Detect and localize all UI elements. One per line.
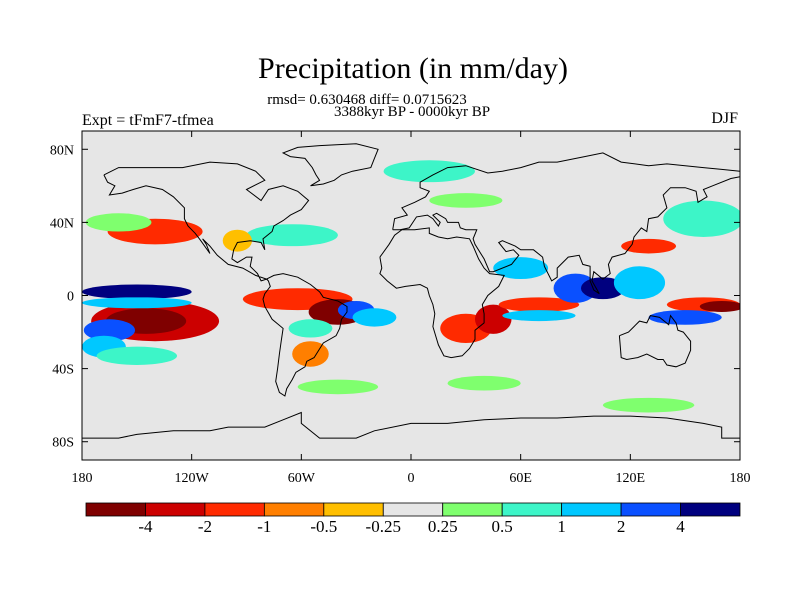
- colorbar: [85, 502, 741, 517]
- anomaly-region: [648, 310, 722, 325]
- colorbar-swatch: [561, 502, 622, 517]
- lon-tick-label: 120E: [616, 471, 646, 486]
- anomaly-region: [85, 213, 152, 232]
- anomaly-region: [352, 308, 397, 327]
- colorbar-swatch: [620, 502, 681, 517]
- anomaly-region: [553, 273, 598, 303]
- season-label: DJF: [711, 110, 738, 127]
- coast-north-america: [103, 161, 310, 282]
- colorbar-label: 0.25: [427, 517, 458, 536]
- colorbar-label: -4: [138, 517, 153, 536]
- lat-tick-label: 80N: [50, 143, 74, 158]
- colorbar-label: 4: [676, 517, 685, 536]
- coast-greenland: [281, 143, 379, 187]
- colorbar-swatch: [85, 502, 146, 517]
- lat-tick-label: 0: [67, 290, 74, 305]
- anomaly-region: [602, 397, 695, 413]
- colorbar-label: -0.25: [365, 517, 401, 536]
- coast-antarctica: [82, 411, 740, 439]
- anomaly-region: [474, 304, 512, 334]
- lon-tick-label: 60E: [509, 471, 532, 486]
- colorbar-swatch: [382, 502, 444, 517]
- coastlines: [82, 143, 740, 439]
- lon-tick-label: 60W: [288, 471, 316, 486]
- colorbar-label: -2: [197, 517, 212, 536]
- colorbar-label: 1: [557, 517, 566, 536]
- lat-tick-label: 80S: [52, 436, 74, 451]
- lat-tick-label: 40N: [50, 216, 74, 231]
- colorbar-label: -0.5: [310, 517, 338, 536]
- anomaly-region: [82, 297, 192, 309]
- anomaly-region: [580, 277, 625, 300]
- anomaly-region: [222, 229, 252, 252]
- anomaly-region: [429, 193, 503, 208]
- anomaly-region: [613, 266, 666, 300]
- anomaly-region: [447, 375, 521, 391]
- anomaly-region: [288, 319, 333, 338]
- anomaly-region: [502, 310, 576, 322]
- anomaly-region: [83, 319, 136, 342]
- anomaly-region: [292, 341, 329, 367]
- coast-eurasia: [392, 152, 740, 295]
- colorbar-swatch: [204, 502, 265, 517]
- anomaly-region: [383, 160, 475, 183]
- coast-africa: [379, 227, 505, 359]
- anomaly-region: [663, 200, 740, 238]
- colorbar-swatch: [323, 502, 384, 517]
- lon-tick-label: 120W: [175, 471, 210, 486]
- colorbar-swatch: [442, 502, 503, 517]
- anomaly-region: [498, 297, 580, 312]
- anomaly-region: [246, 224, 338, 247]
- plot-title: Precipitation (in mm/day): [258, 52, 568, 85]
- anomaly-region: [621, 238, 677, 254]
- coast-australia: [618, 314, 692, 368]
- anomaly-region: [493, 257, 549, 280]
- anomaly-region: [699, 300, 740, 312]
- lon-tick-label: 180: [72, 471, 93, 486]
- lon-tick-label: 180: [730, 471, 751, 486]
- stats-line: rmsd= 0.630468 diff= 0.0715623: [267, 92, 467, 108]
- experiment-label: Expt = tFmF7-tfmea: [82, 112, 214, 129]
- anomaly-region: [82, 284, 192, 300]
- colorbar-swatch: [145, 502, 206, 517]
- colorbar-swatch: [680, 502, 741, 517]
- colorbar-swatch: [501, 502, 563, 517]
- map-axes: 180 120W 60W 0 60E 120E 180 80N 40N 0 40S 80S: [50, 131, 751, 486]
- lon-tick-label: 0: [408, 471, 415, 486]
- colorbar-label: 2: [616, 517, 626, 536]
- colorbar-label: 0.5: [491, 517, 513, 536]
- anomaly-region: [96, 346, 178, 365]
- precipitation-anomaly-layer: [82, 160, 740, 413]
- lat-tick-label: 40S: [52, 363, 74, 378]
- coast-south-america: [262, 273, 348, 397]
- period-line: 3388kyr BP - 0000kyr BP: [333, 104, 491, 120]
- anomaly-region: [297, 379, 379, 395]
- colorbar-swatch: [263, 502, 325, 517]
- colorbar-label: -1: [257, 517, 272, 536]
